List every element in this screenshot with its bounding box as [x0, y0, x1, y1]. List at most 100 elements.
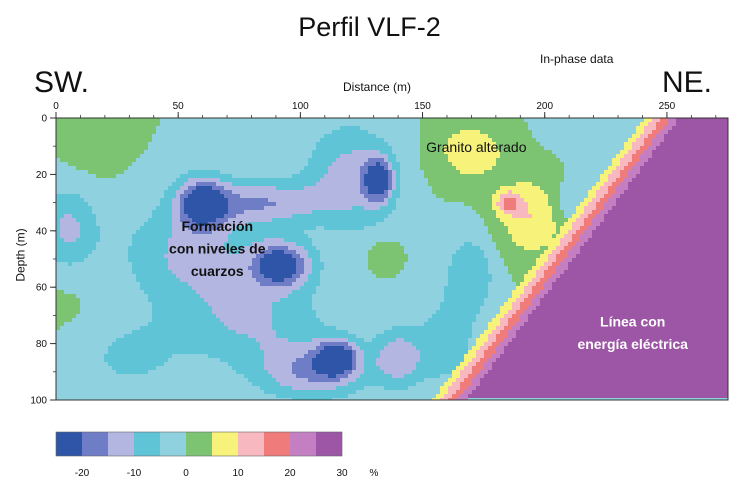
heatmap-cell: [256, 206, 260, 210]
heatmap-cell: [320, 158, 324, 162]
heatmap-cell: [364, 202, 368, 206]
heatmap-cell: [384, 146, 388, 150]
heatmap-cell: [120, 174, 124, 178]
heatmap-cell: [604, 214, 608, 218]
heatmap-cell: [500, 118, 504, 122]
heatmap-cell: [340, 126, 344, 130]
heatmap-cell: [460, 206, 464, 210]
heatmap-cell: [308, 234, 312, 238]
heatmap-cell: [636, 134, 640, 138]
heatmap-cell: [608, 158, 612, 162]
heatmap-cell: [664, 162, 668, 166]
heatmap-cell: [92, 146, 96, 150]
heatmap-cell: [656, 194, 660, 198]
heatmap-cell: [528, 122, 532, 126]
heatmap-cell: [480, 194, 484, 198]
heatmap-cell: [700, 118, 704, 122]
heatmap-cell: [136, 178, 140, 182]
heatmap-cell: [164, 178, 168, 182]
heatmap-cell: [240, 194, 244, 198]
heatmap-cell: [464, 130, 468, 134]
heatmap-cell: [356, 222, 360, 226]
heatmap-cell: [632, 174, 636, 178]
heatmap-cell: [500, 154, 504, 158]
heatmap-cell: [444, 198, 448, 202]
heatmap-cell: [664, 150, 668, 154]
heatmap-cell: [276, 118, 280, 122]
heatmap-cell: [296, 214, 300, 218]
heatmap-cell: [676, 214, 680, 218]
heatmap-cell: [72, 210, 76, 214]
heatmap-cell: [216, 134, 220, 138]
heatmap-cell: [424, 194, 428, 198]
heatmap-cell: [532, 210, 536, 214]
heatmap-cell: [492, 158, 496, 162]
heatmap-cell: [404, 134, 408, 138]
heatmap-cell: [312, 158, 316, 162]
heatmap-cell: [100, 214, 104, 218]
heatmap-cell: [248, 146, 252, 150]
heatmap-cell: [324, 150, 328, 154]
heatmap-cell: [188, 130, 192, 134]
heatmap-cell: [620, 166, 624, 170]
heatmap-cell: [288, 198, 292, 202]
heatmap-cell: [356, 194, 360, 198]
heatmap-cell: [340, 186, 344, 190]
heatmap-cell: [264, 146, 268, 150]
heatmap-cell: [132, 234, 136, 238]
heatmap-cell: [372, 210, 376, 214]
heatmap-cell: [156, 226, 160, 230]
heatmap-cell: [576, 222, 580, 226]
heatmap-cell: [592, 146, 596, 150]
heatmap-cell: [68, 162, 72, 166]
heatmap-cell: [256, 230, 260, 234]
heatmap-cell: [264, 194, 268, 198]
heatmap-cell: [284, 154, 288, 158]
heatmap-cell: [400, 230, 404, 234]
heatmap-cell: [348, 174, 352, 178]
heatmap-cell: [168, 230, 172, 234]
heatmap-cell: [648, 218, 652, 222]
heatmap-cell: [436, 166, 440, 170]
heatmap-cell: [84, 150, 88, 154]
heatmap-cell: [184, 190, 188, 194]
heatmap-cell: [640, 138, 644, 142]
heatmap-cell: [344, 118, 348, 122]
heatmap-cell: [196, 222, 200, 226]
heatmap-cell: [540, 186, 544, 190]
heatmap-cell: [692, 214, 696, 218]
heatmap-cell: [540, 146, 544, 150]
heatmap-cell: [292, 222, 296, 226]
heatmap-cell: [344, 162, 348, 166]
heatmap-cell: [472, 118, 476, 122]
heatmap-cell: [564, 214, 568, 218]
heatmap-cell: [180, 214, 184, 218]
heatmap-cell: [648, 226, 652, 230]
heatmap-cell: [180, 134, 184, 138]
heatmap-cell: [592, 130, 596, 134]
heatmap-cell: [204, 158, 208, 162]
heatmap-cell: [428, 170, 432, 174]
heatmap-cell: [464, 222, 468, 226]
heatmap-cell: [684, 126, 688, 130]
heatmap-cell: [100, 142, 104, 146]
heatmap-cell: [380, 214, 384, 218]
heatmap-cell: [372, 150, 376, 154]
heatmap-cell: [584, 226, 588, 230]
heatmap-cell: [176, 222, 180, 226]
heatmap-cell: [708, 166, 712, 170]
heatmap-cell: [124, 170, 128, 174]
heatmap-cell: [116, 186, 120, 190]
heatmap-cell: [64, 178, 68, 182]
heatmap-cell: [448, 162, 452, 166]
heatmap-cell: [648, 166, 652, 170]
heatmap-cell: [124, 194, 128, 198]
heatmap-cell: [536, 182, 540, 186]
heatmap-cell: [88, 218, 92, 222]
heatmap-cell: [692, 178, 696, 182]
heatmap-cell: [528, 134, 532, 138]
heatmap-cell: [628, 138, 632, 142]
heatmap-cell: [160, 198, 164, 202]
heatmap-cell: [404, 206, 408, 210]
heatmap-cell: [268, 190, 272, 194]
